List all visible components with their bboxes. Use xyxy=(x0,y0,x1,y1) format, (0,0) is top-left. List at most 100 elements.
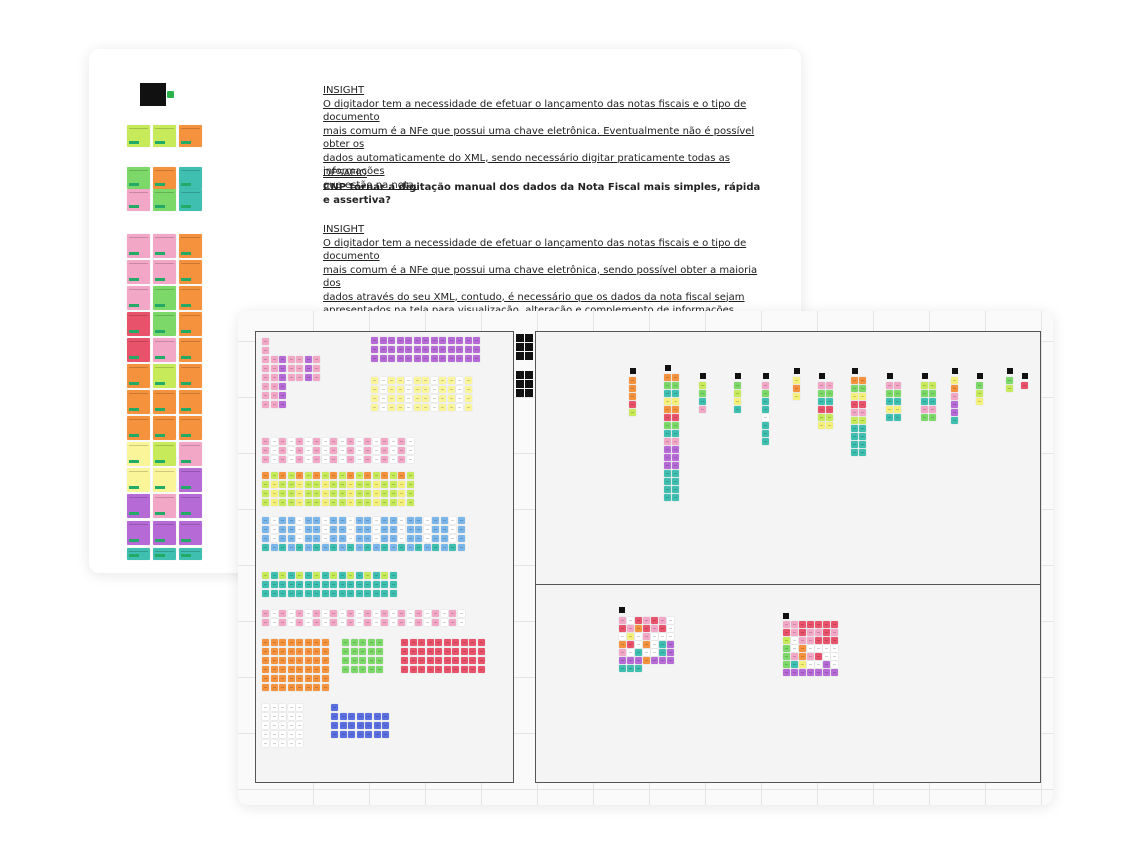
sticky-note[interactable] xyxy=(304,581,312,588)
sticky-note[interactable] xyxy=(667,641,674,648)
sticky-note[interactable] xyxy=(831,621,838,628)
sticky-note[interactable] xyxy=(815,645,822,652)
sticky-note[interactable] xyxy=(179,234,202,258)
sticky-note[interactable] xyxy=(783,637,790,644)
sticky-note[interactable] xyxy=(447,355,455,362)
sticky-note[interactable] xyxy=(153,416,176,440)
sticky-note[interactable] xyxy=(381,619,388,626)
sticky-note[interactable] xyxy=(270,456,278,463)
sticky-note[interactable] xyxy=(415,526,422,533)
sticky-note[interactable] xyxy=(818,398,825,405)
sticky-note[interactable] xyxy=(951,377,958,384)
sticky-note[interactable] xyxy=(179,167,202,189)
sticky-note[interactable] xyxy=(807,629,814,636)
sticky-note[interactable] xyxy=(262,619,269,626)
sticky-note[interactable] xyxy=(389,526,397,533)
sticky-note[interactable] xyxy=(372,472,380,479)
sticky-note[interactable] xyxy=(643,617,650,624)
sticky-note[interactable] xyxy=(296,590,303,597)
sticky-note[interactable] xyxy=(153,338,176,362)
sticky-note[interactable] xyxy=(313,610,320,617)
sticky-note[interactable] xyxy=(469,648,476,655)
sticky-note[interactable] xyxy=(331,722,338,729)
sticky-note[interactable] xyxy=(831,669,838,676)
sticky-note[interactable] xyxy=(179,390,202,414)
sticky-note[interactable] xyxy=(823,621,830,628)
sticky-note[interactable] xyxy=(313,535,320,542)
sticky-note[interactable] xyxy=(381,447,388,454)
sticky-note[interactable] xyxy=(396,346,404,353)
sticky-note[interactable] xyxy=(153,390,176,414)
sticky-note[interactable] xyxy=(371,337,378,344)
sticky-note[interactable] xyxy=(330,590,337,597)
sticky-note[interactable] xyxy=(449,619,456,626)
sticky-note[interactable] xyxy=(831,629,838,636)
sticky-note[interactable] xyxy=(321,639,329,646)
sticky-note[interactable] xyxy=(179,494,202,518)
sticky-note[interactable] xyxy=(153,548,176,560)
sticky-note[interactable] xyxy=(477,639,485,646)
sticky-note[interactable] xyxy=(296,544,303,551)
sticky-note[interactable] xyxy=(179,416,202,440)
sticky-note[interactable] xyxy=(456,355,463,362)
sticky-note[interactable] xyxy=(347,544,354,551)
sticky-note[interactable] xyxy=(373,722,381,729)
sticky-note[interactable] xyxy=(432,517,439,524)
sticky-note[interactable] xyxy=(270,704,278,711)
sticky-note[interactable] xyxy=(381,544,388,551)
sticky-note[interactable] xyxy=(456,377,463,384)
sticky-note[interactable] xyxy=(262,675,269,682)
sticky-note[interactable] xyxy=(456,346,463,353)
sticky-note[interactable] xyxy=(376,639,383,646)
sticky-note[interactable] xyxy=(409,657,417,664)
sticky-note[interactable] xyxy=(279,740,286,747)
sticky-note[interactable] xyxy=(388,395,395,402)
sticky-note[interactable] xyxy=(304,639,312,646)
sticky-note[interactable] xyxy=(347,590,354,597)
sticky-note[interactable] xyxy=(179,468,202,492)
sticky-note[interactable] xyxy=(279,374,286,381)
sticky-note[interactable] xyxy=(379,386,387,393)
sticky-note[interactable] xyxy=(659,641,666,648)
sticky-note[interactable] xyxy=(627,625,634,632)
sticky-note[interactable] xyxy=(423,619,431,626)
sticky-note[interactable] xyxy=(364,526,371,533)
sticky-note[interactable] xyxy=(388,404,395,411)
sticky-note[interactable] xyxy=(279,438,286,445)
sticky-note[interactable] xyxy=(426,639,434,646)
whiteboard-card[interactable] xyxy=(238,311,1053,805)
sticky-note[interactable] xyxy=(287,447,295,454)
sticky-note[interactable] xyxy=(418,639,425,646)
sticky-note[interactable] xyxy=(347,438,354,445)
sticky-note[interactable] xyxy=(338,572,346,579)
sticky-note[interactable] xyxy=(296,490,303,497)
sticky-note[interactable] xyxy=(279,526,286,533)
sticky-note[interactable] xyxy=(477,666,485,673)
sticky-note[interactable] xyxy=(348,722,355,729)
sticky-note[interactable] xyxy=(321,517,329,524)
sticky-note[interactable] xyxy=(398,544,405,551)
sticky-note[interactable] xyxy=(826,414,833,421)
sticky-note[interactable] xyxy=(823,629,830,636)
sticky-note[interactable] xyxy=(799,637,806,644)
sticky-note[interactable] xyxy=(279,472,286,479)
sticky-note[interactable] xyxy=(270,648,278,655)
sticky-note[interactable] xyxy=(279,517,286,524)
sticky-note[interactable] xyxy=(270,401,278,408)
sticky-note[interactable] xyxy=(405,346,412,353)
sticky-note[interactable] xyxy=(313,481,320,488)
sticky-note[interactable] xyxy=(262,740,269,747)
sticky-note[interactable] xyxy=(338,456,346,463)
sticky-note[interactable] xyxy=(279,392,286,399)
sticky-note[interactable] xyxy=(373,731,381,738)
sticky-note[interactable] xyxy=(262,704,269,711)
sticky-note[interactable] xyxy=(313,447,320,454)
sticky-note[interactable] xyxy=(331,731,338,738)
sticky-note[interactable] xyxy=(826,390,833,397)
sticky-note[interactable] xyxy=(635,641,642,648)
sticky-note[interactable] xyxy=(452,648,459,655)
sticky-note[interactable] xyxy=(443,666,451,673)
sticky-note[interactable] xyxy=(364,481,371,488)
sticky-note[interactable] xyxy=(347,535,354,542)
sticky-note[interactable] xyxy=(364,581,371,588)
